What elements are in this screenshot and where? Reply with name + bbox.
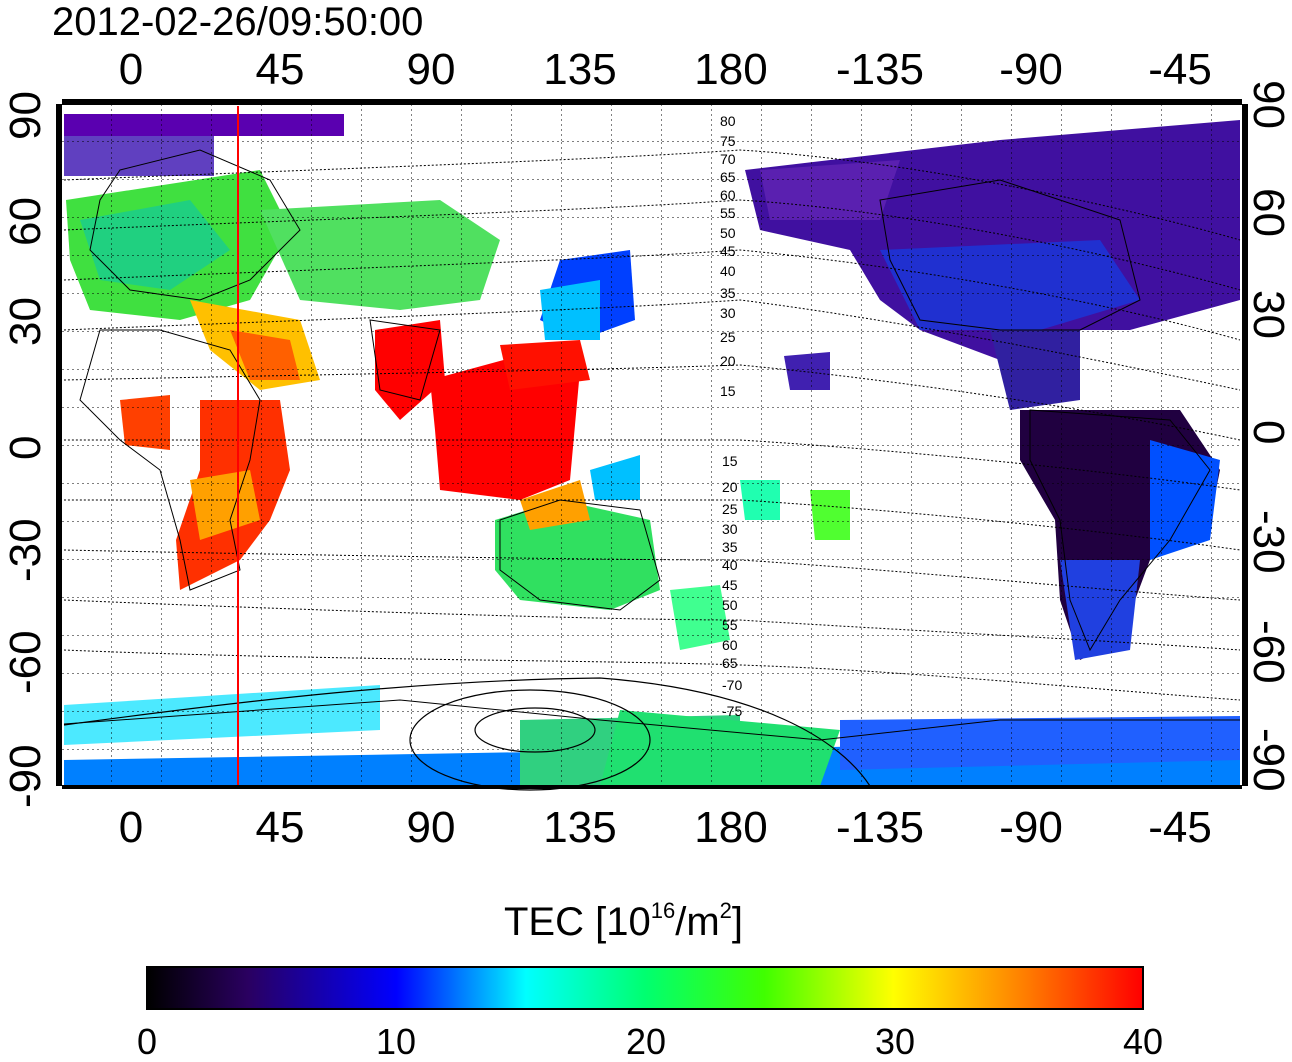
top-lon-label: 0 xyxy=(118,45,144,94)
contour-label: 60 xyxy=(722,637,738,653)
magnetic-contours xyxy=(63,149,1241,701)
bottom-lon-label: -45 xyxy=(1148,803,1212,852)
map-grid xyxy=(62,104,1242,786)
colorbar-tick: 30 xyxy=(874,1021,916,1062)
bottom-lon-label: 135 xyxy=(543,803,617,852)
colorbar-tick: 0 xyxy=(136,1021,158,1062)
top-lon-label: 45 xyxy=(255,45,305,94)
map-timestamp: 2012-02-26/09:50:00 xyxy=(52,0,424,44)
bottom-lon-label: 180 xyxy=(694,803,768,852)
bottom-lon-label: 90 xyxy=(406,803,456,852)
contour-label: 15 xyxy=(722,453,738,469)
contour-label: 55 xyxy=(722,617,738,633)
colorbar-tick: 40 xyxy=(1122,1021,1164,1062)
contour-label: 65 xyxy=(720,169,736,185)
contour-label: 50 xyxy=(720,225,736,241)
south-pole-contours xyxy=(63,677,871,791)
contour-label: 25 xyxy=(720,329,736,345)
contour-label: -70 xyxy=(722,677,742,693)
tec-colorbar xyxy=(146,966,1144,1010)
top-lon-label: -135 xyxy=(835,45,925,94)
top-lon-label: 180 xyxy=(694,45,768,94)
bottom-lon-label: -135 xyxy=(835,803,925,852)
contour-label: 45 xyxy=(720,243,736,259)
colorbar-tick: 10 xyxy=(375,1021,417,1062)
top-lon-label: -90 xyxy=(999,45,1063,94)
top-lon-label: 90 xyxy=(406,45,456,94)
contour-label: 35 xyxy=(722,539,738,555)
bottom-lon-label: -90 xyxy=(999,803,1063,852)
contour-label: 70 xyxy=(720,151,736,167)
contour-label: 30 xyxy=(720,305,736,321)
contour-label: 30 xyxy=(722,521,738,537)
contour-label: 80 xyxy=(720,113,736,129)
contour-label: 55 xyxy=(720,205,736,221)
contour-label: 20 xyxy=(722,479,738,495)
contour-label: 50 xyxy=(722,597,738,613)
top-lon-label: -45 xyxy=(1148,45,1212,94)
contour-label: 40 xyxy=(722,557,738,573)
contour-label: 45 xyxy=(722,577,738,593)
contour-label: 40 xyxy=(720,263,736,279)
contour-label: 15 xyxy=(720,383,736,399)
contour-label: 65 xyxy=(722,655,738,671)
colorbar-tick: 20 xyxy=(625,1021,667,1062)
contour-label: 75 xyxy=(720,133,736,149)
top-lon-label: 135 xyxy=(543,45,617,94)
contour-label: 25 xyxy=(722,501,738,517)
bottom-lon-label: 45 xyxy=(255,803,305,852)
contour-label: 20 xyxy=(720,353,736,369)
contour-label: 35 xyxy=(720,285,736,301)
contour-label: -75 xyxy=(722,703,742,719)
bottom-lon-label: 0 xyxy=(118,803,144,852)
contour-label: 60 xyxy=(720,187,736,203)
coastlines xyxy=(63,149,1240,741)
colorbar-title: TEC [1016/m2] xyxy=(504,898,744,944)
